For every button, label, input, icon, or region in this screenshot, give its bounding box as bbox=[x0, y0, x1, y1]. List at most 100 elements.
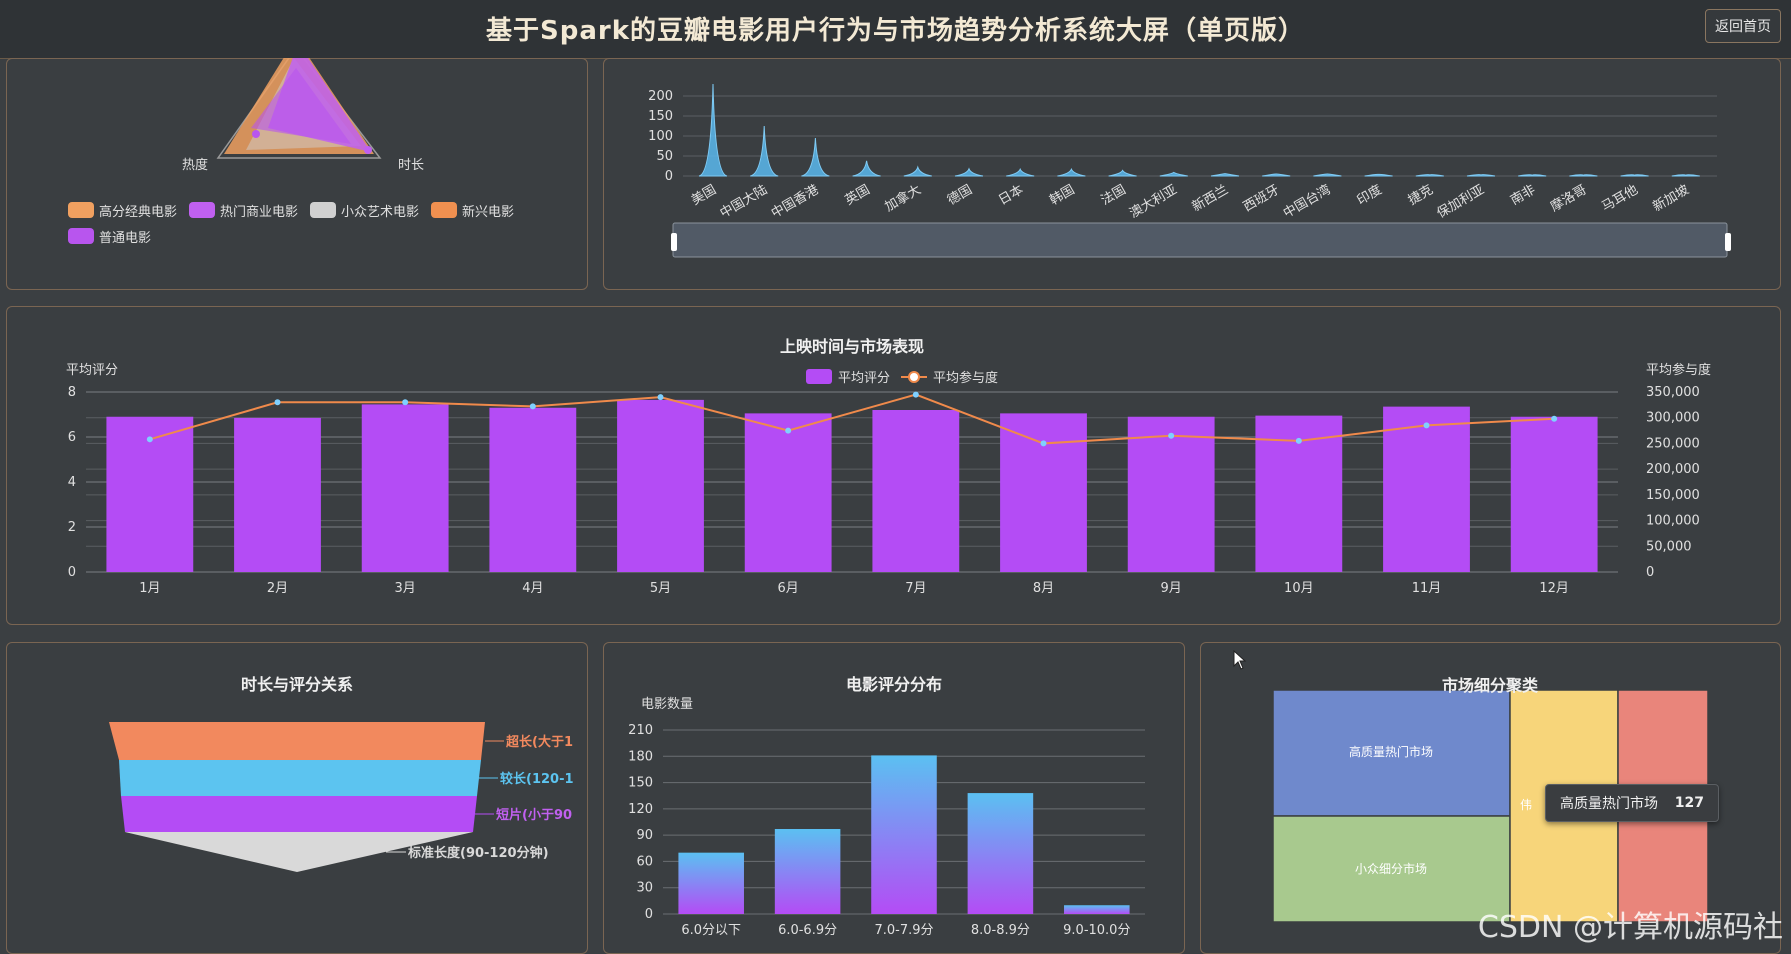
area-peak bbox=[1313, 173, 1342, 177]
treemap-label: 高质量热门市场 bbox=[1349, 744, 1433, 759]
x-tick-label: 保加利亚 bbox=[1434, 182, 1487, 221]
area-peak bbox=[1210, 173, 1240, 177]
bar bbox=[872, 410, 960, 572]
legend-item[interactable]: 热门商业电影 bbox=[189, 201, 299, 220]
y-tick-label: 0 bbox=[665, 169, 673, 184]
y-tick-label: 60 bbox=[636, 854, 653, 869]
x-tick-label: 7.0-7.9分 bbox=[874, 923, 933, 938]
x-tick-label: 新西兰 bbox=[1189, 182, 1231, 215]
x-tick-label: 加拿大 bbox=[882, 182, 924, 215]
legend-label: 普通电影 bbox=[99, 230, 152, 246]
funnel-label: 短片(小于90 bbox=[496, 807, 572, 823]
y-tick-label: 180 bbox=[628, 749, 653, 764]
data-zoom-slider[interactable] bbox=[672, 222, 1728, 258]
line-point bbox=[1168, 432, 1175, 439]
line-point bbox=[1551, 415, 1558, 422]
y-tick-label: 210 bbox=[628, 723, 653, 738]
line-point bbox=[785, 427, 792, 434]
radar-indicator-hot: 热度 bbox=[182, 157, 208, 173]
x-tick-label: 6.0分以下 bbox=[681, 923, 741, 938]
x-tick-label: 中国大陆 bbox=[717, 182, 770, 222]
legend-label: 高分经典电影 bbox=[99, 204, 178, 220]
x-tick-label: 2月 bbox=[267, 581, 288, 596]
area-peak bbox=[852, 160, 881, 177]
area-peak bbox=[1620, 174, 1649, 177]
bar bbox=[1000, 413, 1087, 572]
line-point bbox=[274, 399, 281, 406]
legend-label: 平均评分 bbox=[838, 371, 890, 386]
treemap-title: 市场细分聚类 bbox=[1442, 676, 1539, 695]
funnel-layer-mid bbox=[119, 760, 481, 796]
legend-item[interactable]: 小众艺术电影 bbox=[310, 201, 420, 220]
y2-axis-label: 平均参与度 bbox=[1646, 362, 1711, 378]
back-home-button[interactable]: 返回首页 bbox=[1705, 9, 1781, 43]
x-tick-label: 6月 bbox=[778, 581, 799, 596]
x-tick-label: 1月 bbox=[139, 581, 160, 596]
legend-swatch bbox=[310, 202, 337, 218]
bar bbox=[617, 399, 704, 572]
treemap-cell-high-quality[interactable] bbox=[1272, 689, 1511, 817]
bar bbox=[1510, 416, 1598, 572]
y-tick-label: 90 bbox=[636, 828, 653, 843]
legend-label: 热门商业电影 bbox=[220, 204, 299, 220]
mouse-cursor-icon bbox=[1233, 650, 1247, 670]
x-tick-label: 9.0-10.0分 bbox=[1063, 923, 1130, 938]
x-tick-label: 8.0-8.9分 bbox=[971, 923, 1030, 938]
x-tick-label: 捷克 bbox=[1406, 182, 1436, 208]
bar bbox=[1064, 905, 1130, 914]
funnel-chart: 时长与评分关系 超长(大于1 较长(120-1 短片(小于90 标准长度(90-… bbox=[109, 675, 574, 872]
x-tick-label: 8月 bbox=[1033, 581, 1054, 596]
x-tick-label: 4月 bbox=[522, 581, 543, 596]
legend-swatch bbox=[806, 369, 832, 384]
legend-item[interactable]: 高分经典电影 bbox=[68, 201, 178, 220]
y2-tick-label: 250,000 bbox=[1646, 436, 1700, 451]
funnel-layer-short bbox=[121, 796, 477, 832]
zoom-handle-right[interactable] bbox=[1725, 233, 1731, 251]
line-point bbox=[146, 436, 153, 443]
watermark: CSDN @计算机源码社 bbox=[1477, 910, 1783, 945]
radar-point bbox=[252, 130, 260, 138]
legend-swatch bbox=[68, 202, 94, 218]
legend-item[interactable]: 新兴电影 bbox=[431, 201, 514, 220]
x-tick-label: 澳大利亚 bbox=[1127, 182, 1180, 222]
x-tick-label: 南非 bbox=[1508, 182, 1539, 209]
y2-tick-label: 50,000 bbox=[1646, 539, 1692, 554]
x-tick-label: 5月 bbox=[650, 581, 671, 596]
bar bbox=[489, 407, 577, 572]
area-peak bbox=[1466, 174, 1496, 177]
line-point bbox=[657, 394, 664, 401]
y-tick-label: 2 bbox=[68, 520, 76, 535]
chart-title: 电影评分分布 bbox=[846, 675, 942, 694]
y-axis-label: 电影数量 bbox=[641, 697, 693, 712]
y-tick-label: 6 bbox=[68, 430, 76, 445]
legend-swatch bbox=[189, 202, 216, 218]
y-tick-label: 0 bbox=[68, 565, 76, 580]
area-peak bbox=[903, 165, 932, 177]
legend-item[interactable]: 普通电影 bbox=[68, 227, 152, 246]
x-tick-label: 日本 bbox=[996, 182, 1026, 208]
legend-label: 平均参与度 bbox=[933, 370, 998, 386]
area-peak bbox=[750, 125, 779, 177]
bar bbox=[234, 417, 321, 572]
y-tick-label: 8 bbox=[68, 385, 76, 400]
funnel-title: 时长与评分关系 bbox=[241, 675, 353, 694]
y2-tick-label: 200,000 bbox=[1646, 462, 1700, 477]
x-tick-label: 中国台湾 bbox=[1280, 182, 1333, 222]
y2-tick-label: 300,000 bbox=[1646, 411, 1700, 426]
y-tick-label: 120 bbox=[628, 802, 653, 817]
y-tick-label: 50 bbox=[656, 149, 673, 164]
zoom-handle-left[interactable] bbox=[671, 233, 677, 251]
area-peak bbox=[1262, 173, 1291, 177]
y2-tick-label: 350,000 bbox=[1646, 385, 1700, 400]
area-peak bbox=[1671, 174, 1700, 177]
treemap-cell-niche[interactable] bbox=[1272, 815, 1511, 923]
x-tick-label: 10月 bbox=[1284, 581, 1314, 596]
legend-label: 小众艺术电影 bbox=[341, 204, 420, 220]
treemap-label: 伟 bbox=[1520, 798, 1532, 812]
x-tick-label: 7月 bbox=[905, 581, 926, 596]
treemap-tooltip: 高质量热门市场 127 bbox=[1545, 784, 1719, 822]
x-tick-label: 德国 bbox=[945, 182, 975, 208]
y2-tick-label: 0 bbox=[1646, 565, 1654, 580]
